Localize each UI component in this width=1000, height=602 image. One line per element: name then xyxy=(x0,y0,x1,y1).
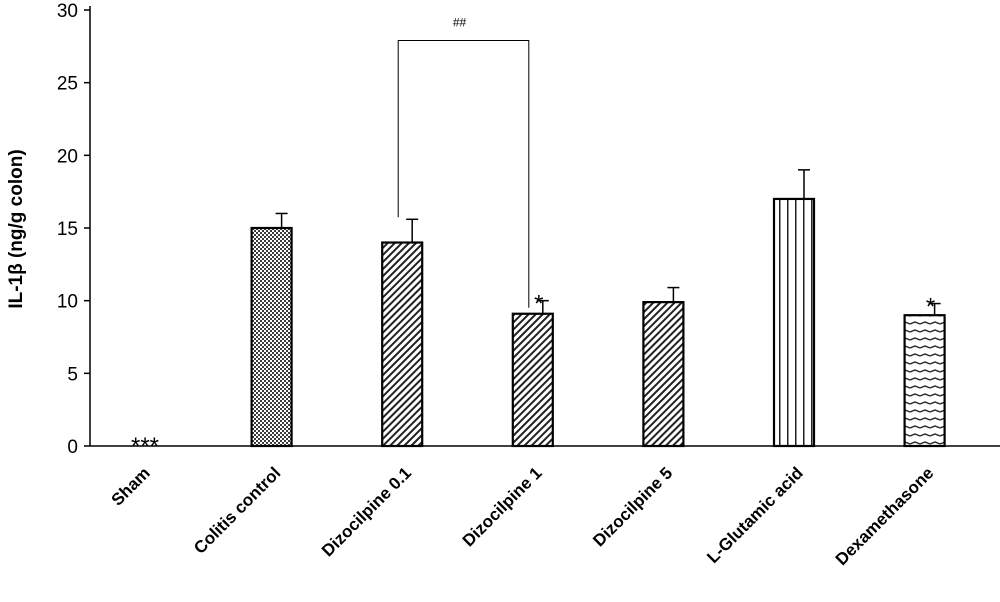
bar xyxy=(511,312,554,448)
category-labels: Sham Colitis control Dizocilpine 0.1 Dizoci… xyxy=(108,463,938,569)
bar xyxy=(772,197,816,448)
category-label: Dizocilpine 1 xyxy=(459,463,546,550)
y-tick-label: 10 xyxy=(57,292,78,313)
bar xyxy=(381,241,424,448)
y-tick-label: 20 xyxy=(57,146,78,167)
y-axis-label: IL-1β (ng/g colon) xyxy=(6,149,27,308)
significance-marker: * xyxy=(926,294,935,321)
significance-marker: * xyxy=(534,291,543,318)
category-label: L-Glutamic acid xyxy=(703,463,807,567)
comparison-label: ## xyxy=(453,16,467,30)
y-tick-label: 0 xyxy=(67,437,78,458)
category-label: Dizocilpine 0.1 xyxy=(318,463,415,560)
comparison-bracket xyxy=(397,40,530,308)
bar xyxy=(903,314,946,448)
significance-marker: *** xyxy=(131,433,159,460)
bars: **** *## xyxy=(131,16,946,460)
y-tick-label: 30 xyxy=(57,1,78,22)
y-tick-label: 25 xyxy=(57,74,78,95)
y-tick-label: 5 xyxy=(67,364,78,385)
category-label: Colitis control xyxy=(190,463,284,557)
axes: 0 5 10 15 20 25 30 xyxy=(57,1,1000,458)
category-label: Dizocilpine 5 xyxy=(589,463,676,550)
bar xyxy=(642,301,685,448)
y-tick-label: 15 xyxy=(57,219,78,240)
bar xyxy=(250,226,293,448)
category-label: Sham xyxy=(108,463,154,509)
category-label: Dexamethasone xyxy=(832,463,938,569)
